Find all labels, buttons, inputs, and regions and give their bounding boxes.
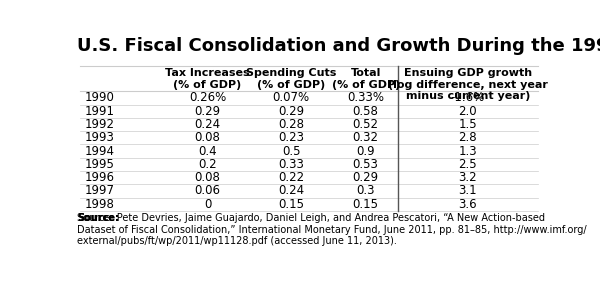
Text: 0.08: 0.08 bbox=[194, 131, 220, 144]
Text: 1992: 1992 bbox=[84, 118, 114, 131]
Text: 0.33: 0.33 bbox=[278, 158, 304, 171]
Text: 1990: 1990 bbox=[84, 91, 114, 104]
Text: 0.2: 0.2 bbox=[198, 158, 217, 171]
Text: 0.53: 0.53 bbox=[353, 158, 379, 171]
Text: 1998: 1998 bbox=[84, 198, 114, 211]
Text: 0.4: 0.4 bbox=[198, 144, 217, 158]
Text: 0.08: 0.08 bbox=[194, 171, 220, 184]
Text: Total
(% of GDP): Total (% of GDP) bbox=[331, 68, 400, 90]
Text: 0.29: 0.29 bbox=[194, 105, 221, 118]
Text: 0.23: 0.23 bbox=[278, 131, 304, 144]
Text: Source:: Source: bbox=[77, 213, 119, 223]
Text: 1996: 1996 bbox=[84, 171, 114, 184]
Text: 0.07%: 0.07% bbox=[272, 91, 310, 104]
Text: Ensuing GDP growth
(log difference, next year
minus current year): Ensuing GDP growth (log difference, next… bbox=[388, 68, 548, 101]
Text: 0.9: 0.9 bbox=[356, 144, 375, 158]
Text: 0.22: 0.22 bbox=[278, 171, 304, 184]
Text: 0.58: 0.58 bbox=[353, 105, 379, 118]
Text: 1994: 1994 bbox=[84, 144, 114, 158]
Text: 0: 0 bbox=[204, 198, 211, 211]
Text: 3.2: 3.2 bbox=[458, 171, 477, 184]
Text: 0.29: 0.29 bbox=[353, 171, 379, 184]
Text: Source: Pete Devries, Jaime Guajardo, Daniel Leigh, and Andrea Pescatori, “A New: Source: Pete Devries, Jaime Guajardo, Da… bbox=[77, 213, 587, 246]
Text: 2.8: 2.8 bbox=[458, 131, 477, 144]
Text: 0.15: 0.15 bbox=[353, 198, 379, 211]
Text: 1995: 1995 bbox=[84, 158, 114, 171]
Text: Spending Cuts
(% of GDP): Spending Cuts (% of GDP) bbox=[246, 68, 337, 90]
Text: 1993: 1993 bbox=[84, 131, 114, 144]
Text: 0.06: 0.06 bbox=[194, 184, 221, 198]
Text: 0.33%: 0.33% bbox=[347, 91, 384, 104]
Text: 0.29: 0.29 bbox=[278, 105, 304, 118]
Text: 0.15: 0.15 bbox=[278, 198, 304, 211]
Text: 1.3: 1.3 bbox=[458, 144, 477, 158]
Text: 0.52: 0.52 bbox=[353, 118, 379, 131]
Text: 3.6: 3.6 bbox=[458, 198, 477, 211]
Text: U.S. Fiscal Consolidation and Growth During the 1990s: U.S. Fiscal Consolidation and Growth Dur… bbox=[77, 38, 600, 56]
Text: 2.0: 2.0 bbox=[458, 105, 477, 118]
Text: 0.24: 0.24 bbox=[194, 118, 221, 131]
Text: 3.1: 3.1 bbox=[458, 184, 477, 198]
Text: 0.26%: 0.26% bbox=[189, 91, 226, 104]
Text: -1.6%: -1.6% bbox=[451, 91, 485, 104]
Text: 1.5: 1.5 bbox=[458, 118, 477, 131]
Text: 1991: 1991 bbox=[84, 105, 114, 118]
Text: 0.24: 0.24 bbox=[278, 184, 304, 198]
Text: Source:: Source: bbox=[77, 213, 119, 223]
Text: 0.3: 0.3 bbox=[356, 184, 375, 198]
Text: 0.32: 0.32 bbox=[353, 131, 379, 144]
Text: 0.28: 0.28 bbox=[278, 118, 304, 131]
Text: 0.5: 0.5 bbox=[282, 144, 301, 158]
Text: 1997: 1997 bbox=[84, 184, 114, 198]
Text: Source: Pete Devries, Jaime Guajardo, Daniel Leigh, and Andrea Pescatori, “A New: Source: Pete Devries, Jaime Guajardo, Da… bbox=[77, 213, 587, 246]
Text: Tax Increases
(% of GDP): Tax Increases (% of GDP) bbox=[165, 68, 250, 90]
Text: 2.5: 2.5 bbox=[458, 158, 477, 171]
